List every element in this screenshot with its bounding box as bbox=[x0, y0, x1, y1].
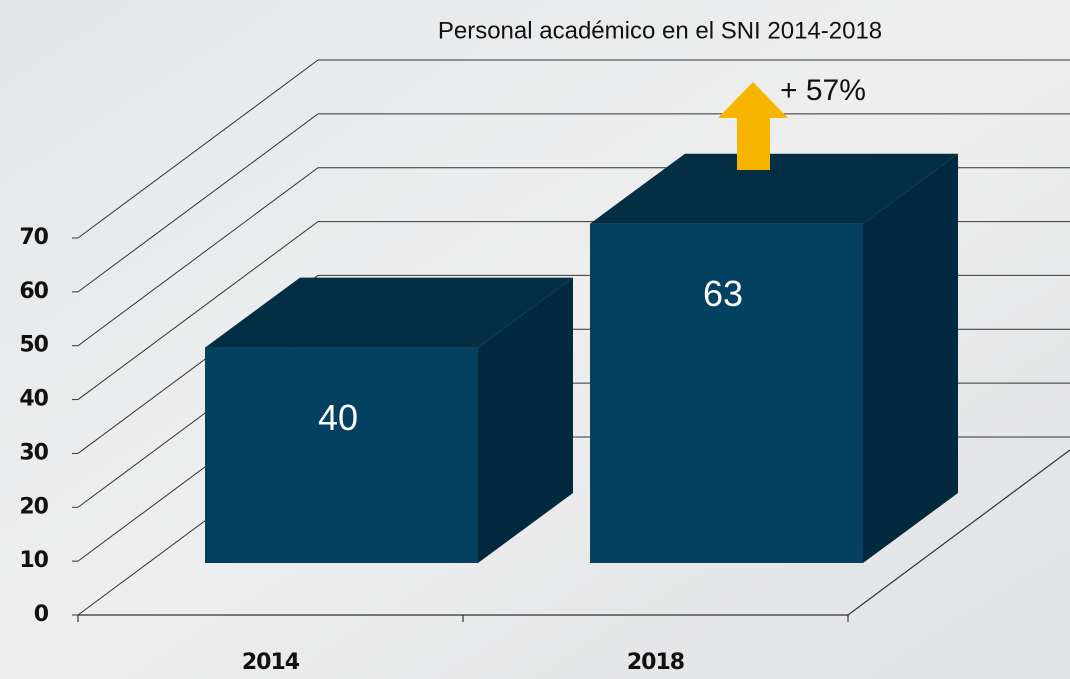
grid-line bbox=[77, 113, 1070, 293]
bar-top bbox=[590, 153, 958, 224]
grid-line bbox=[77, 59, 1070, 239]
x-tick-label: 2014 bbox=[242, 650, 300, 675]
y-tick-label: 20 bbox=[19, 494, 48, 519]
increase-arrow bbox=[718, 82, 788, 170]
bar bbox=[205, 347, 478, 563]
bar-side bbox=[863, 153, 958, 563]
y-tick-label: 70 bbox=[19, 225, 48, 250]
y-tick-label: 40 bbox=[19, 387, 48, 412]
chart-title: Personal académico en el SNI 2014-2018 bbox=[438, 17, 882, 44]
axes bbox=[77, 449, 1070, 622]
value-label: 40 bbox=[318, 397, 358, 438]
bar-side bbox=[478, 277, 573, 563]
value-label: 63 bbox=[703, 273, 743, 314]
annotation: + 57% bbox=[780, 74, 866, 107]
y-tick-label: 60 bbox=[19, 279, 48, 304]
y-tick-label: 30 bbox=[19, 440, 48, 465]
bar bbox=[590, 223, 863, 563]
floor-edge bbox=[847, 449, 1070, 616]
y-tick-label: 10 bbox=[19, 548, 48, 573]
x-tick-label: 2018 bbox=[627, 650, 684, 675]
y-tick-label: 50 bbox=[19, 333, 48, 358]
y-tick-label: 0 bbox=[34, 602, 49, 627]
bar-top bbox=[205, 277, 573, 348]
